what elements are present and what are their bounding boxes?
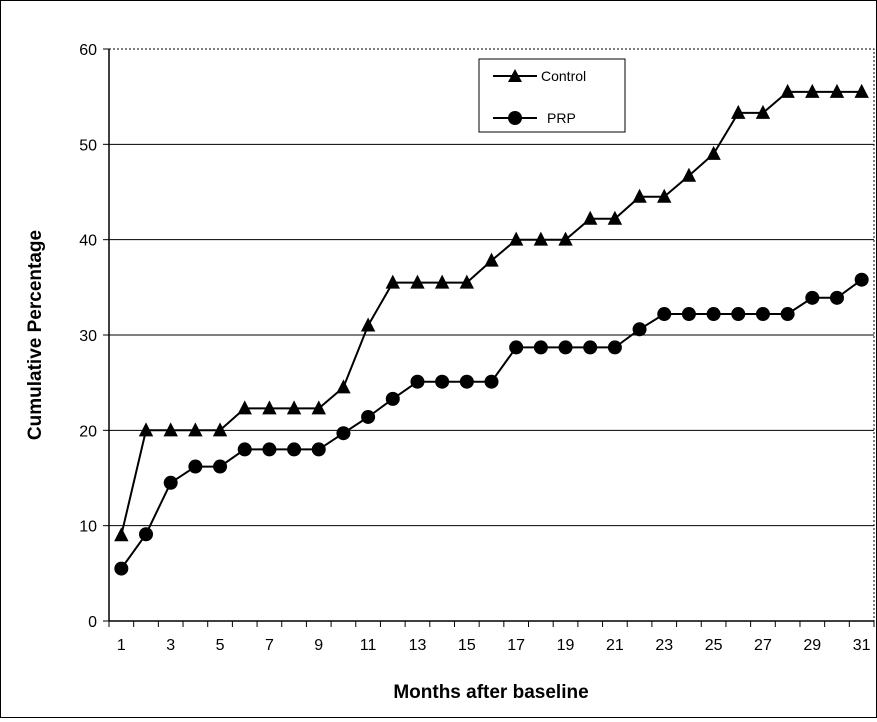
data-point-control — [731, 104, 746, 119]
data-point-control — [583, 210, 598, 225]
y-tick-label: 50 — [79, 137, 97, 154]
data-point-control — [385, 274, 400, 289]
data-point-control — [311, 400, 326, 415]
data-point-control — [805, 83, 820, 98]
data-point-control — [286, 400, 302, 415]
x-tick-label: 17 — [507, 637, 525, 654]
data-point-prp — [213, 459, 228, 474]
x-axis-title: Months after baseline — [393, 682, 588, 703]
legend-label-prp: PRP — [547, 110, 576, 126]
x-tick-label: 1 — [117, 637, 126, 654]
data-point-prp — [509, 340, 524, 355]
x-tick-label: 5 — [216, 637, 225, 654]
y-tick-label: 40 — [79, 233, 97, 250]
data-point-control — [434, 274, 450, 289]
data-point-control — [188, 422, 203, 437]
data-point-prp — [385, 391, 400, 406]
x-tick-label: 15 — [458, 637, 476, 654]
x-tick-label: 13 — [409, 637, 427, 654]
data-point-prp — [632, 322, 647, 337]
legend-marker-control — [508, 69, 522, 82]
y-tick-label: 20 — [79, 423, 97, 440]
data-point-control — [681, 167, 697, 182]
data-point-control — [410, 274, 425, 289]
data-point-prp — [262, 442, 277, 457]
legend-box — [478, 58, 626, 133]
data-point-prp — [237, 442, 252, 457]
y-tick-label: 0 — [88, 614, 97, 631]
data-point-prp — [780, 307, 795, 322]
data-point-prp — [854, 272, 869, 287]
data-point-control — [706, 145, 721, 160]
x-tick-label: 21 — [606, 637, 624, 654]
data-point-control — [114, 527, 129, 542]
x-tick-label: 27 — [754, 637, 772, 654]
data-point-prp — [731, 307, 746, 322]
legend-marker-prp — [508, 111, 522, 125]
x-tick-label: 9 — [314, 637, 323, 654]
data-point-control — [262, 400, 277, 415]
data-point-prp — [163, 475, 178, 490]
data-point-prp — [188, 459, 203, 474]
data-point-control — [508, 231, 524, 246]
data-point-prp — [435, 374, 450, 389]
x-tick-label: 23 — [655, 637, 673, 654]
gridlines — [109, 143, 874, 527]
y-tick-label: 10 — [79, 519, 97, 536]
x-tick-label: 19 — [557, 637, 575, 654]
data-point-control — [237, 400, 252, 415]
legend: Control PRP — [478, 58, 626, 133]
x-tick-label: 3 — [166, 637, 175, 654]
data-point-prp — [114, 561, 129, 576]
data-point-control — [780, 83, 795, 98]
data-point-prp — [311, 442, 326, 457]
data-point-prp — [533, 340, 548, 355]
data-point-control — [558, 231, 573, 246]
data-point-control — [607, 210, 623, 225]
data-point-control — [533, 231, 549, 246]
data-point-prp — [829, 290, 844, 305]
legend-label-control: Control — [541, 68, 586, 84]
data-point-control — [755, 104, 771, 119]
data-point-prp — [361, 409, 376, 424]
x-tick-label: 29 — [803, 637, 821, 654]
data-point-control — [212, 422, 228, 437]
data-point-prp — [484, 374, 499, 389]
data-point-prp — [583, 340, 598, 355]
x-tick-label: 31 — [853, 637, 871, 654]
data-point-control — [632, 188, 647, 203]
data-point-prp — [805, 290, 820, 305]
data-point-control — [459, 274, 475, 289]
x-tick-label: 7 — [265, 637, 274, 654]
data-point-prp — [681, 307, 696, 322]
y-tick-label: 30 — [79, 328, 97, 345]
data-point-prp — [139, 527, 154, 542]
data-point-prp — [607, 340, 622, 355]
x-tick-label: 25 — [705, 637, 723, 654]
y-axis-title: Cumulative Percentage — [25, 230, 46, 440]
data-point-prp — [706, 307, 721, 322]
data-point-control — [484, 252, 499, 267]
data-point-control — [829, 83, 845, 98]
data-point-prp — [657, 307, 672, 322]
data-point-prp — [287, 442, 302, 457]
data-point-prp — [336, 426, 351, 441]
data-point-control — [854, 83, 869, 98]
x-tick-label: 11 — [360, 637, 377, 654]
data-point-prp — [459, 374, 474, 389]
data-point-prp — [410, 374, 425, 389]
y-tick-label: 60 — [79, 42, 97, 59]
data-point-control — [360, 317, 376, 332]
data-point-prp — [558, 340, 573, 355]
data-point-prp — [755, 307, 770, 322]
data-point-control — [336, 379, 351, 394]
data-point-control — [138, 422, 154, 437]
data-point-control — [163, 422, 178, 437]
series — [114, 83, 869, 576]
data-point-control — [657, 188, 672, 203]
